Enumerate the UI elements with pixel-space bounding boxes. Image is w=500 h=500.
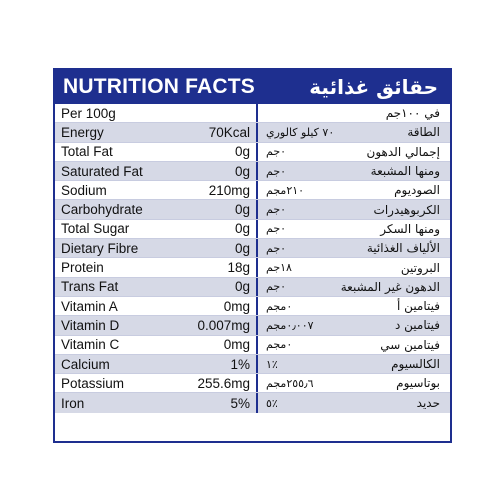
nutrition-row: Energy 70Kcal ٧٠ كيلو كالوري الطاقة — [55, 123, 450, 143]
arabic-name: فيتامين سي — [380, 337, 440, 352]
nutrition-row: Potassium 255.6mg ٢٥٥٫٦مجم بوتاسيوم — [55, 374, 450, 394]
arabic-value: ٠جم — [266, 145, 287, 159]
nutrition-row: Vitamin A 0mg ٠مجم فيتامين أ — [55, 296, 450, 317]
arabic-value: ١٨جم — [266, 261, 292, 275]
arabic-name: إجمالي الدهون — [366, 144, 440, 159]
nutrition-row: Protein 18g ١٨جم البروتين — [55, 258, 450, 278]
arabic-name: ومنها السكر — [380, 221, 440, 236]
arabic-name: حديد — [416, 396, 440, 411]
nutrient-name: Energy — [61, 124, 104, 140]
nutrient-value: 0g — [234, 221, 250, 237]
arabic-name: الألياف الغذائية — [366, 241, 440, 256]
nutrient-name: Trans Fat — [61, 279, 119, 295]
nutrient-name: Vitamin D — [61, 317, 120, 333]
arabic-name: فيتامين أ — [397, 299, 440, 314]
nutrient-value: 5% — [230, 395, 250, 411]
arabic-name: فيتامين د — [395, 318, 440, 333]
nutrient-value: 70Kcal — [208, 124, 250, 140]
nutrient-name: Sodium — [61, 182, 107, 198]
nutrient-value: 210mg — [208, 182, 250, 198]
nutrition-row: Vitamin D 0.007mg ٠٫٠٠٧مجم فيتامين د — [55, 316, 450, 336]
arabic-value: ٠جم — [266, 222, 287, 236]
arabic-name: ومنها المشبعة — [370, 164, 440, 179]
nutrient-name: Carbohydrate — [61, 202, 143, 218]
arabic-value: ٧٠ كيلو كالوري — [266, 125, 335, 139]
nutrient-value: 0g — [234, 163, 250, 179]
arabic-name: الطاقة — [407, 125, 440, 140]
nutrient-value: 0g — [234, 279, 250, 295]
nutrient-name: Total Sugar — [61, 221, 130, 237]
nutrition-row: Saturated Fat 0g ٠جم ومنها المشبعة — [55, 161, 450, 182]
arabic-name: البروتين — [400, 260, 440, 275]
nutrient-value: 18g — [227, 260, 250, 276]
nutrient-name: Saturated Fat — [61, 163, 143, 179]
nutrient-name: Potassium — [61, 375, 125, 391]
nutrient-value: 0mg — [223, 337, 250, 353]
nutrient-name: Per 100g — [61, 105, 116, 121]
arabic-value: ٢٥٥٫٦مجم — [266, 376, 314, 390]
arabic-value: ٠مجم — [266, 299, 293, 313]
arabic-name: بوتاسيوم — [396, 376, 440, 391]
nutrition-row: Vitamin C 0mg ٠مجم فيتامين سي — [55, 335, 450, 355]
nutrient-name: Total Fat — [61, 144, 113, 160]
nutrition-row: Per 100g في ١٠٠جم — [55, 104, 450, 124]
arabic-value: ٠٫٠٠٧مجم — [266, 318, 314, 332]
nutrition-row: Carbohydrate 0g ٠جم الكربوهيدرات — [55, 200, 450, 220]
title-arabic: حقائق غذائية — [309, 75, 438, 99]
nutrient-name: Dietary Fibre — [61, 240, 139, 256]
nutrition-row: Total Sugar 0g ٠جم ومنها السكر — [55, 219, 450, 240]
nutrition-facts-panel: NUTRITION FACTS حقائق غذائية Per 100g في… — [53, 68, 452, 443]
nutrition-row: Iron 5% ٥٪ حديد — [55, 393, 450, 413]
nutrition-row: Dietary Fibre 0g ٠جم الألياف الغذائية — [55, 239, 450, 259]
arabic-value: ٠مجم — [266, 338, 293, 352]
nutrient-value: 0mg — [223, 298, 250, 314]
nutrition-row: Total Fat 0g ٠جم إجمالي الدهون — [55, 142, 450, 162]
arabic-name: الكربوهيدرات — [373, 202, 440, 217]
arabic-value: ٠جم — [266, 241, 287, 255]
arabic-value: ٠جم — [266, 164, 287, 178]
nutrient-value: 0g — [234, 144, 250, 160]
nutrition-rows: Per 100g في ١٠٠جم Energy 70Kcal ٧٠ كيلو ك… — [55, 104, 450, 413]
arabic-value: ٠جم — [266, 280, 287, 294]
nutrition-row: Calcium 1% ١٪ الكالسيوم — [55, 354, 450, 375]
nutrient-value: 0.007mg — [197, 317, 250, 333]
arabic-value: ١٪ — [266, 357, 278, 371]
nutrition-header: NUTRITION FACTS حقائق غذائية — [55, 70, 450, 104]
nutrient-value: 255.6mg — [197, 375, 250, 391]
nutrient-name: Protein — [61, 260, 104, 276]
nutrient-value: 1% — [230, 356, 250, 372]
nutrient-name: Vitamin A — [61, 298, 118, 314]
arabic-name: الصوديوم — [394, 183, 440, 198]
nutrient-name: Calcium — [61, 356, 110, 372]
nutrient-name: Iron — [61, 395, 85, 411]
nutrition-row: Sodium 210mg ٢١٠مجم الصوديوم — [55, 181, 450, 201]
arabic-value: ٥٪ — [266, 396, 278, 410]
title-english: NUTRITION FACTS — [63, 75, 255, 98]
nutrition-row: Trans Fat 0g ٠جم الدهون غير المشبعة — [55, 277, 450, 297]
arabic-value: ٢١٠مجم — [266, 183, 305, 197]
nutrient-value: 0g — [234, 240, 250, 256]
arabic-name: في ١٠٠جم — [385, 106, 440, 121]
nutrient-name: Vitamin C — [61, 337, 120, 353]
arabic-name: الكالسيوم — [391, 357, 440, 371]
arabic-value: ٠جم — [266, 203, 287, 217]
nutrient-value: 0g — [234, 202, 250, 218]
arabic-name: الدهون غير المشبعة — [340, 279, 440, 294]
